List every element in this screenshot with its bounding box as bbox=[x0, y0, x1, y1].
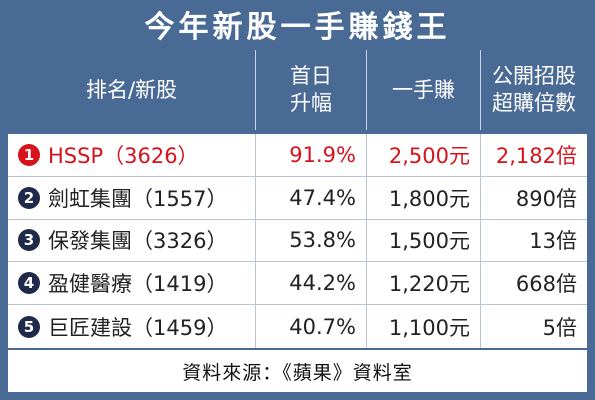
rise-cell: 40.7% bbox=[256, 305, 367, 348]
oversub-cell: 668倍 bbox=[515, 272, 577, 297]
header-first-day-rise: 首日 升幅 bbox=[256, 50, 367, 130]
rank-badge: 4 bbox=[18, 272, 40, 295]
table-body: 1 HSSP（3626） 91.9% 2,500元 2,182倍 2 劍虹集團（… bbox=[8, 134, 587, 348]
rank-badge: 5 bbox=[18, 315, 40, 338]
stock-name: 巨匠建設（1459） bbox=[48, 315, 228, 340]
rank-name-cell: 5 巨匠建設（1459） bbox=[8, 305, 256, 348]
rank-badge: 1 bbox=[18, 143, 40, 166]
header-lot-profit: 一手賺 bbox=[367, 50, 481, 130]
rise-cell: 53.8% bbox=[256, 219, 367, 262]
rank-name-cell: 3 保發集團（3326） bbox=[8, 219, 256, 262]
rise-cell: 44.2% bbox=[256, 262, 367, 305]
table-row: 4 盈健醫療（1419） 44.2% 1,220元 668倍 bbox=[8, 262, 587, 306]
rank-name-cell: 1 HSSP（3626） bbox=[8, 134, 256, 176]
header-rank-name: 排名/新股 bbox=[8, 50, 256, 130]
stock-name: 劍虹集團（1557） bbox=[48, 186, 228, 211]
rank-name-cell: 4 盈健醫療（1419） bbox=[8, 262, 256, 305]
profit-cell: 1,500元 bbox=[367, 219, 481, 262]
profit-cell: 1,220元 bbox=[367, 262, 481, 305]
header-rank-name-label: 排名/新股 bbox=[85, 77, 178, 102]
header-first-day-line1: 首日 bbox=[290, 64, 332, 88]
oversub-cell: 13倍 bbox=[529, 229, 577, 254]
header-oversub-line2: 超購倍數 bbox=[492, 91, 576, 115]
stock-name: 盈健醫療（1419） bbox=[48, 272, 228, 297]
header-first-day-line2: 升幅 bbox=[290, 91, 332, 115]
profit-cell: 2,500元 bbox=[367, 134, 481, 176]
oversub-cell: 2,182倍 bbox=[495, 143, 577, 168]
table-row: 3 保發集團（3326） 53.8% 1,500元 13倍 bbox=[8, 219, 587, 263]
table-row: 5 巨匠建設（1459） 40.7% 1,100元 5倍 bbox=[8, 305, 587, 348]
table-header: 排名/新股 首日 升幅 一手賺 公開招股 超購倍數 bbox=[8, 50, 587, 130]
oversub-cell: 5倍 bbox=[542, 315, 577, 340]
header-oversubscription: 公開招股 超購倍數 bbox=[481, 50, 587, 130]
table-row: 2 劍虹集團（1557） 47.4% 1,800元 890倍 bbox=[8, 176, 587, 220]
profit-cell: 1,100元 bbox=[367, 305, 481, 348]
rise-cell: 47.4% bbox=[256, 176, 367, 219]
rank-name-cell: 2 劍虹集團（1557） bbox=[8, 176, 256, 219]
table-title: 今年新股一手賺錢王 bbox=[144, 10, 451, 45]
stock-name: HSSP（3626） bbox=[48, 143, 199, 168]
rank-badge: 3 bbox=[18, 229, 40, 252]
rank-badge: 2 bbox=[18, 186, 40, 209]
source-note: 資料來源：《蘋果》資料室 bbox=[8, 350, 587, 392]
table-row: 1 HSSP（3626） 91.9% 2,500元 2,182倍 bbox=[8, 134, 587, 177]
profit-cell: 1,800元 bbox=[367, 176, 481, 219]
oversub-cell: 890倍 bbox=[515, 186, 577, 211]
header-lot-profit-label: 一手賺 bbox=[392, 77, 455, 102]
stock-name: 保發集團（3326） bbox=[48, 229, 228, 254]
rise-cell: 91.9% bbox=[256, 134, 367, 176]
header-oversub-line1: 公開招股 bbox=[492, 64, 576, 88]
